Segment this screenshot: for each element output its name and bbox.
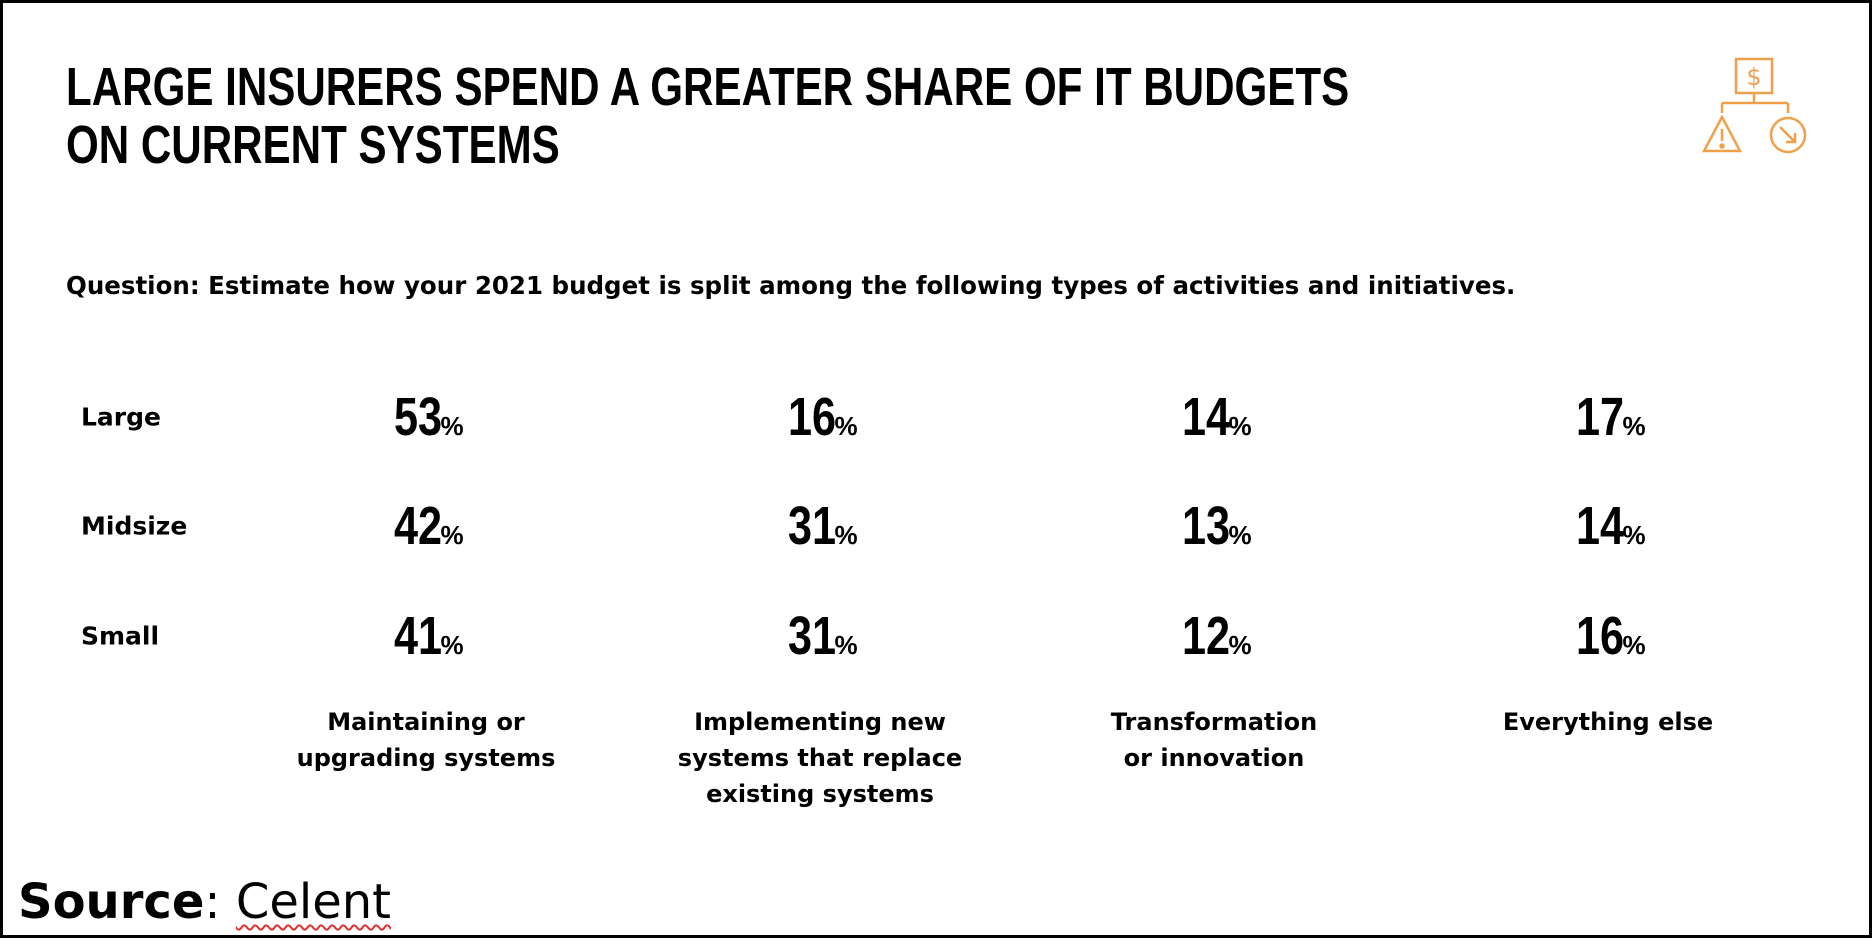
column-label: Transformation or innovation [1044,704,1384,776]
source-label: Source [18,874,205,930]
source-caption: Source: Celent [18,874,391,930]
row-label: Small [81,621,160,651]
row-label: Midsize [81,511,188,541]
value: 16 [1576,606,1625,666]
value-cell: 13% [1064,495,1364,557]
value-cell: 31% [670,605,970,667]
column-label-line: upgrading systems [296,744,556,772]
value: 31 [788,606,837,666]
column-label-line: or innovation [1123,744,1305,772]
percent-sign: % [1622,520,1646,550]
percent-sign: % [440,411,464,441]
value: 16 [788,387,837,447]
value-cell: 16% [670,386,970,448]
percent-sign: % [834,411,858,441]
column-label-line: Transformation [1110,708,1318,736]
column-label-line: existing systems [706,780,934,808]
value: 31 [788,496,837,556]
column-label-line: Everything else [1502,708,1714,736]
value: 14 [1576,496,1625,556]
percent-sign: % [1228,630,1252,660]
percent-sign: % [1622,630,1646,660]
percent-sign: % [834,520,858,550]
percent-sign: % [440,520,464,550]
row-label: Large [81,402,161,432]
source-separator: : [204,874,221,930]
value: 12 [1182,606,1231,666]
value-cell: 53% [276,386,576,448]
value-cell: 42% [276,495,576,557]
slide-title: LARGE INSURERS SPEND A GREATER SHARE OF … [66,58,1349,174]
value: 17 [1576,387,1625,447]
percent-sign: % [834,630,858,660]
source-value: Celent [235,874,391,930]
title-line: ON CURRENT SYSTEMS [66,115,560,175]
value-cell: 14% [1064,386,1364,448]
column-label: Everything else [1438,704,1778,740]
value-cell: 12% [1064,605,1364,667]
value: 41 [394,606,443,666]
title-line: LARGE INSURERS SPEND A GREATER SHARE OF … [66,57,1350,117]
column-label-line: Implementing new [694,708,946,736]
column-label: Implementing new systems that replace ex… [650,704,990,812]
value: 53 [394,387,443,447]
value-cell: 17% [1458,386,1758,448]
value: 13 [1182,496,1231,556]
percent-sign: % [440,630,464,660]
budget-decision-tree-icon: $ [1701,57,1807,154]
value: 42 [394,496,443,556]
column-label-line: systems that replace [677,744,963,772]
column-label-line: Maintaining or [327,708,525,736]
value-cell: 41% [276,605,576,667]
svg-text:$: $ [1746,63,1761,91]
value-cell: 16% [1458,605,1758,667]
percent-sign: % [1622,411,1646,441]
value: 14 [1182,387,1231,447]
percent-sign: % [1228,411,1252,441]
survey-question: Question: Estimate how your 2021 budget … [66,271,1516,300]
value-cell: 14% [1458,495,1758,557]
value-cell: 31% [670,495,970,557]
percent-sign: % [1228,520,1252,550]
column-label: Maintaining or upgrading systems [256,704,596,776]
